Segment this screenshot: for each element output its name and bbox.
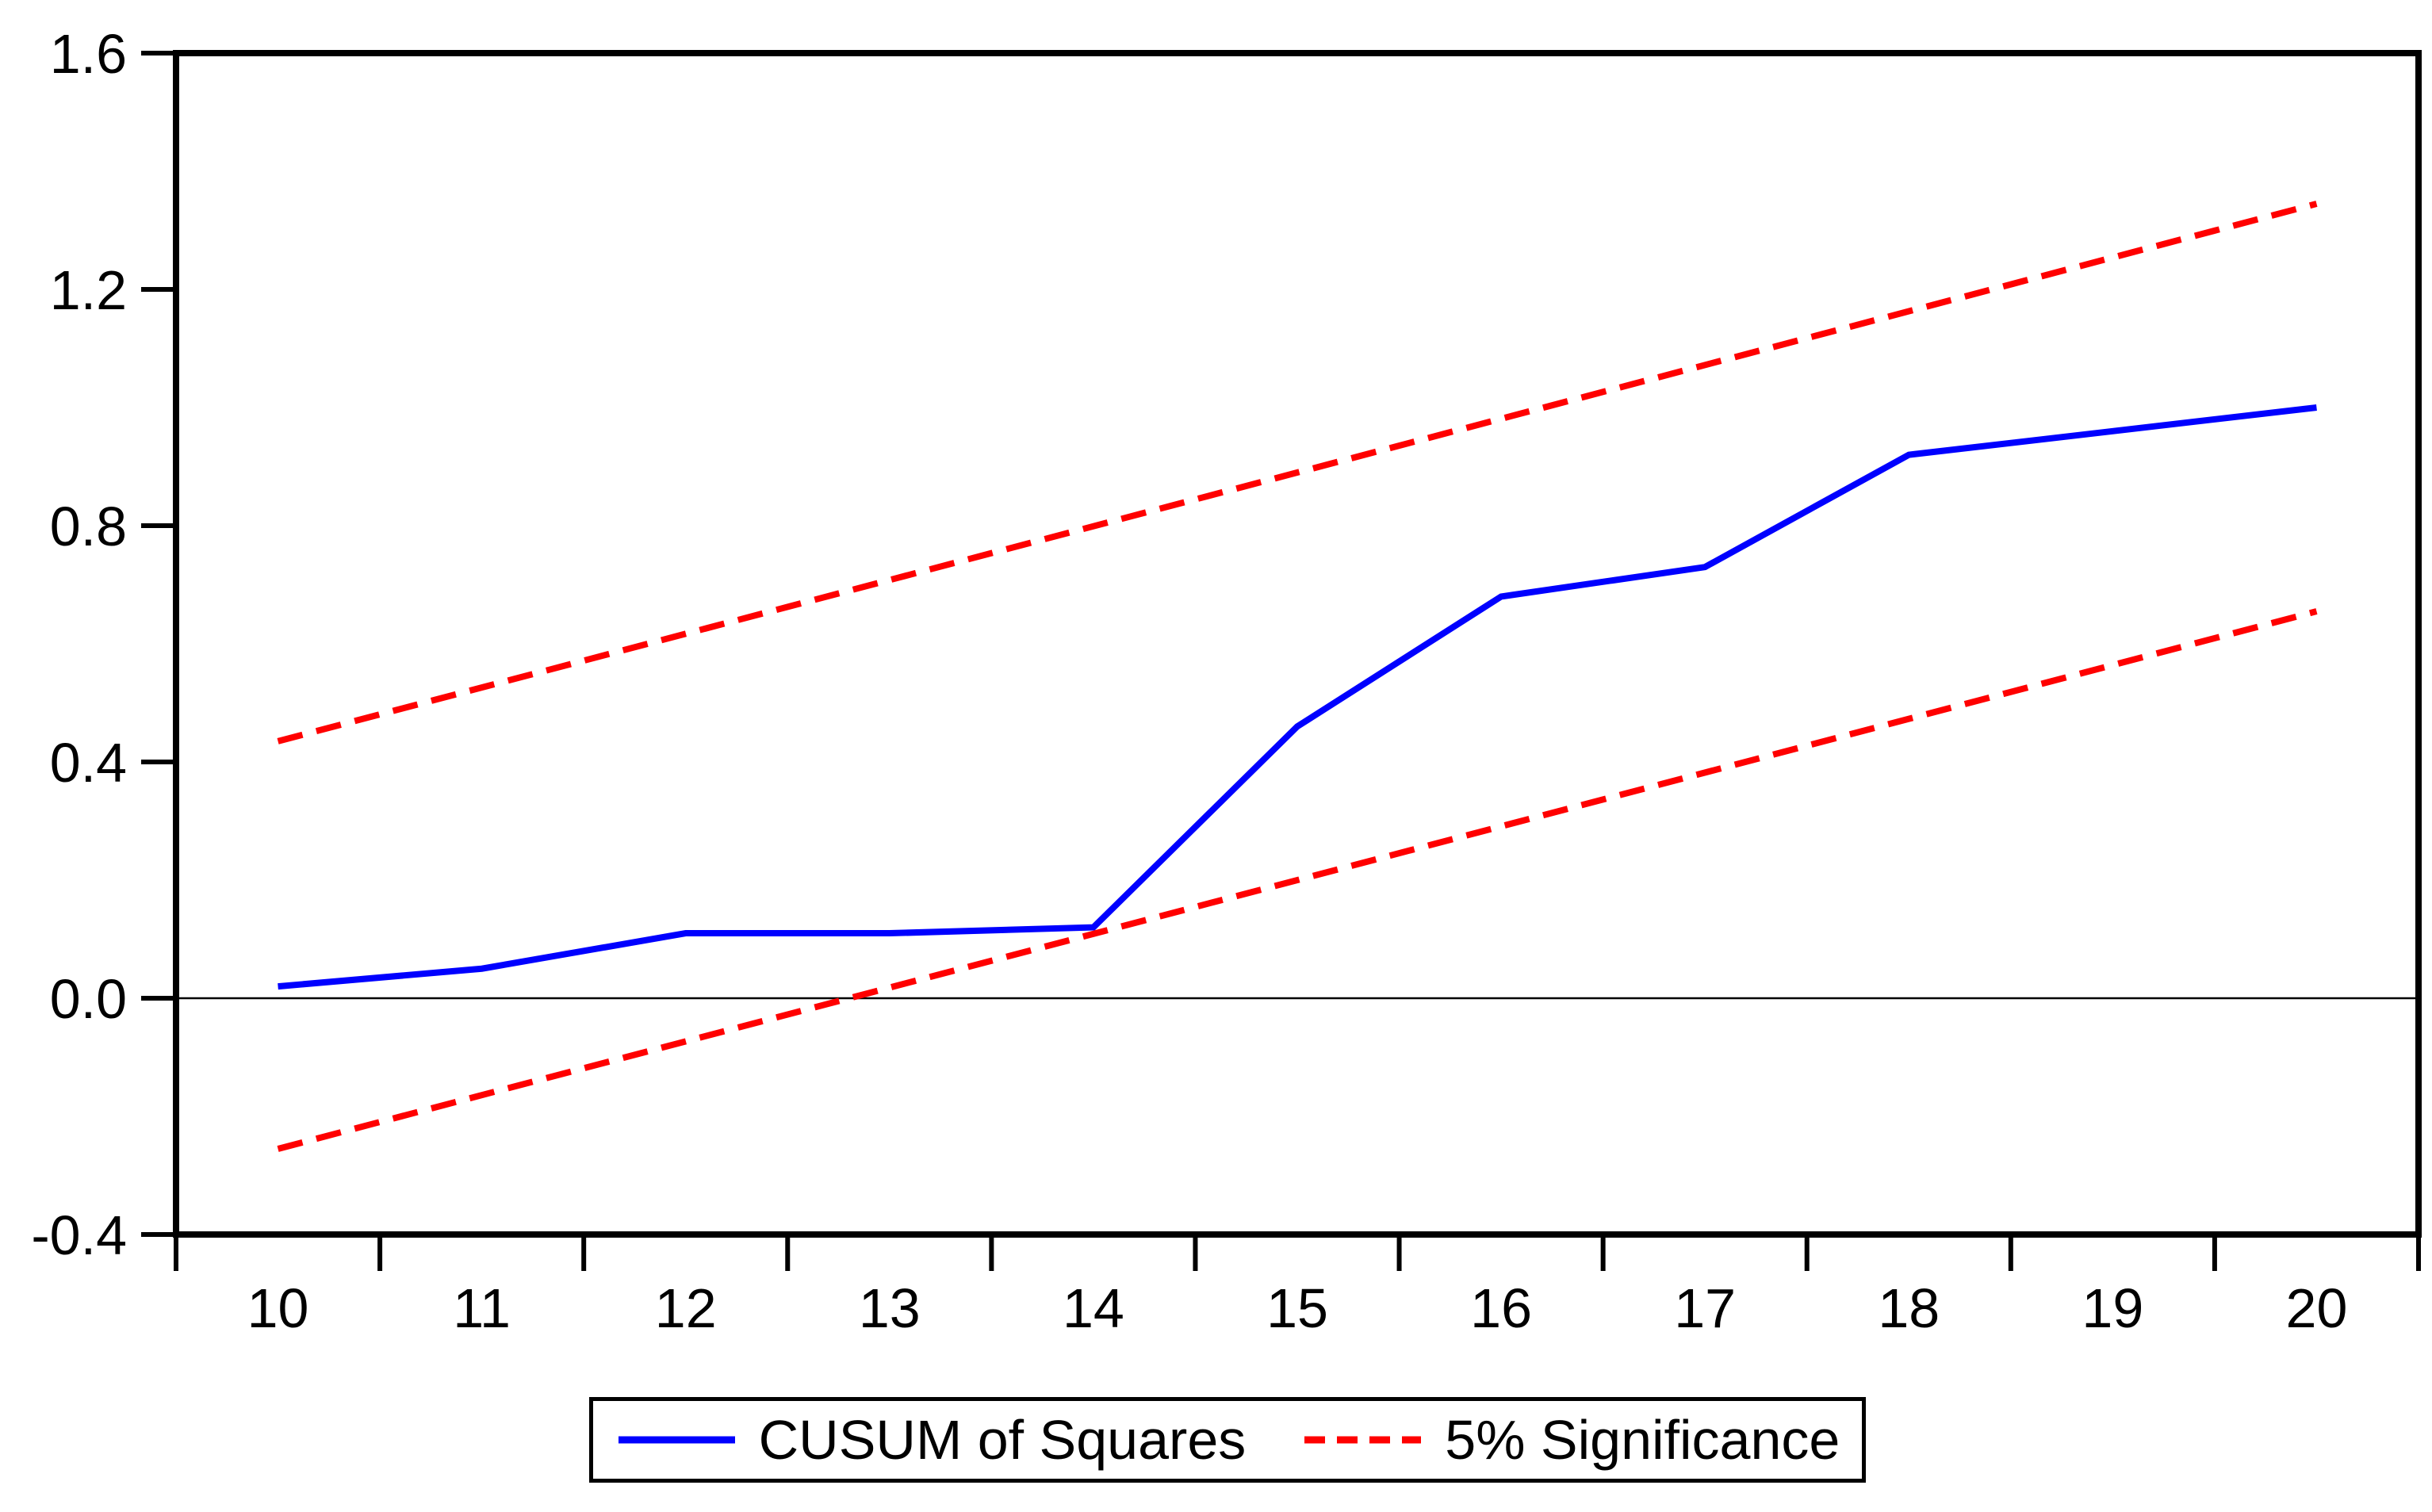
y-axis-ticks: 1.6 1.2 0.8 0.4 0.0 -0.4 (31, 23, 173, 1266)
cusum-of-squares-line (278, 404, 2317, 990)
x-tick-label: 12 (655, 1277, 717, 1339)
x-axis-ticks: 10 11 12 13 14 15 16 17 18 19 20 (174, 1238, 2421, 1339)
y-tick-label: 0.4 (50, 732, 127, 794)
data-series (277, 201, 2318, 1152)
y-tick-label: -0.4 (31, 1204, 127, 1266)
x-tick-label: 16 (1470, 1277, 1532, 1339)
y-tick-label: 1.6 (50, 23, 127, 85)
x-tick-label: 13 (859, 1277, 921, 1339)
significance-band-line (277, 608, 2318, 1152)
x-tick-label: 11 (453, 1277, 511, 1339)
y-tick-label: 1.2 (50, 259, 127, 321)
plot-frame (173, 50, 2422, 1238)
legend-box: CUSUM of Squares 5% Significance (589, 1397, 1866, 1483)
axis-frame (173, 50, 2422, 1238)
x-tick-label: 20 (2286, 1277, 2348, 1339)
legend-label-cusum: CUSUM of Squares (758, 1409, 1247, 1471)
cusum-line-sample-icon (618, 1436, 735, 1444)
x-tick-label: 15 (1266, 1277, 1328, 1339)
significance-line-sample-icon (1304, 1436, 1422, 1444)
significance-band-line (277, 201, 2318, 745)
x-tick-label: 14 (1063, 1277, 1124, 1339)
x-tick-label: 19 (2082, 1277, 2143, 1339)
x-tick-label: 18 (1878, 1277, 1940, 1339)
x-tick-label: 17 (1674, 1277, 1736, 1339)
y-tick-label: 0.0 (50, 968, 127, 1030)
x-tick-label: 10 (247, 1277, 309, 1339)
y-tick-label: 0.8 (50, 496, 127, 557)
legend-label-significance: 5% Significance (1445, 1409, 1840, 1471)
